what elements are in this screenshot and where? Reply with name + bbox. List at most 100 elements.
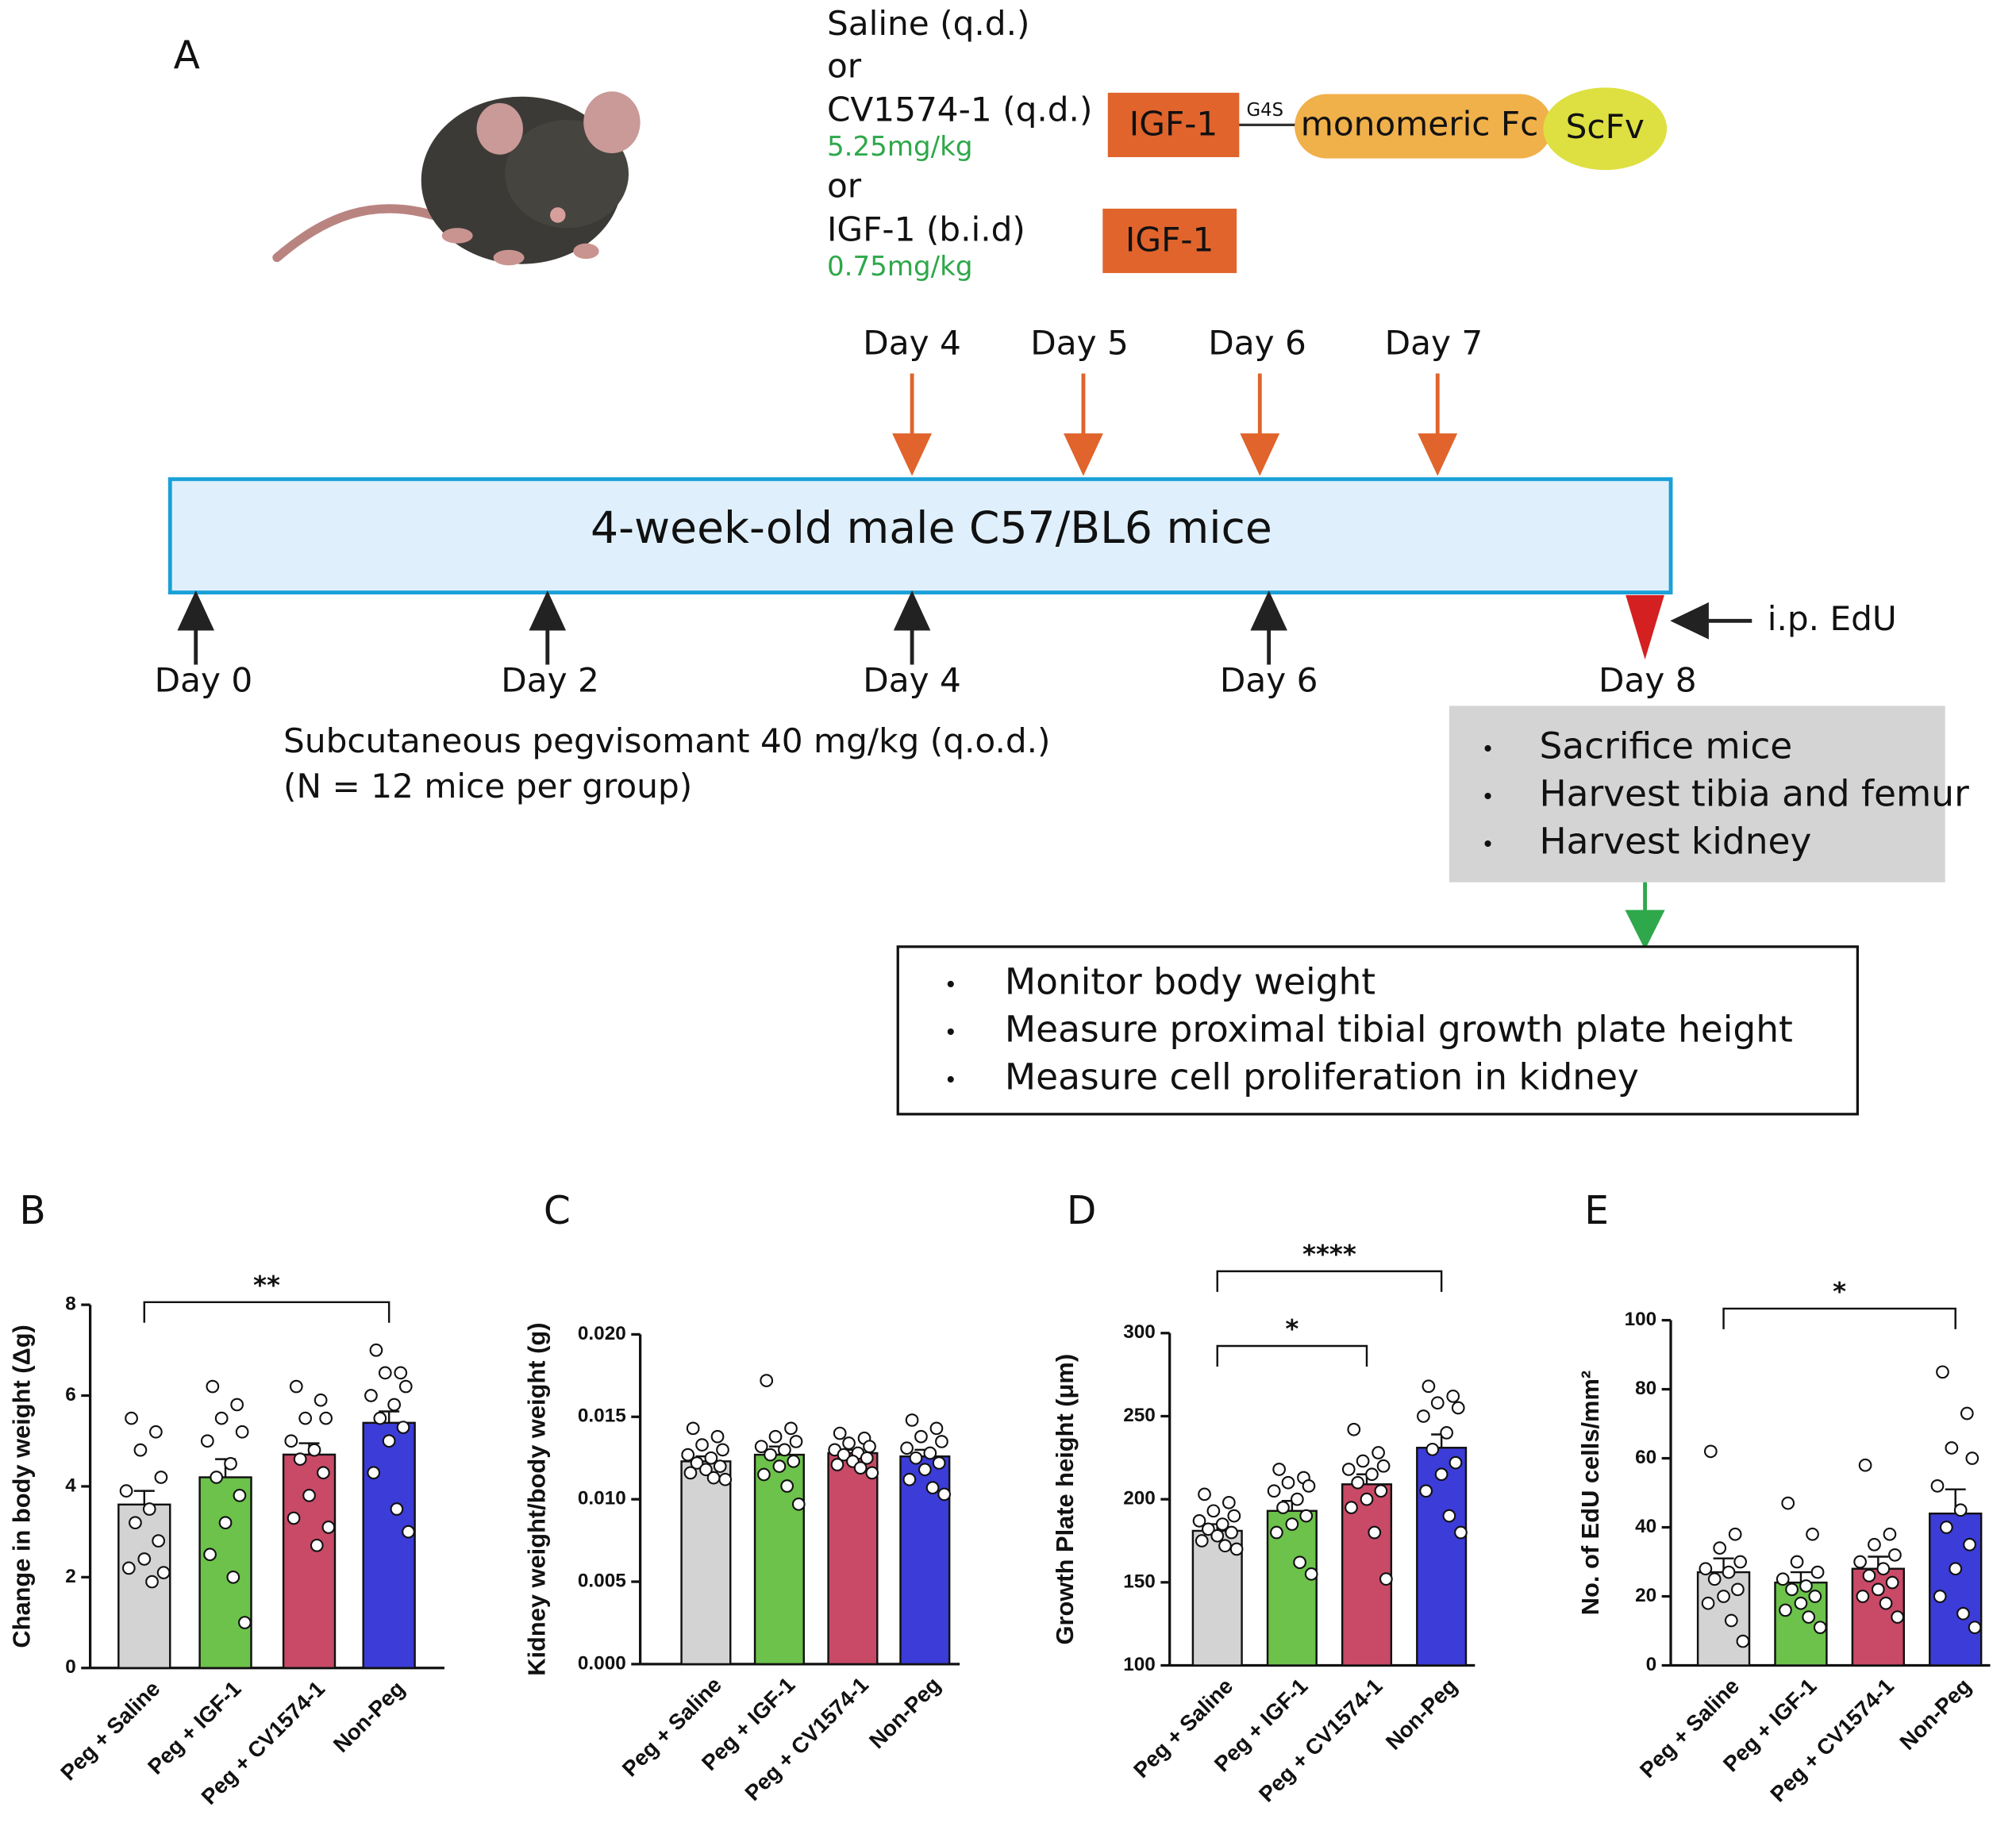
y-tick-label: 0.000 — [578, 1652, 626, 1674]
data-point — [1454, 1525, 1468, 1540]
edu-marker — [1625, 594, 1664, 659]
data-point — [1442, 1509, 1456, 1523]
data-point — [760, 1374, 774, 1387]
data-point — [757, 1467, 771, 1482]
data-point — [317, 1466, 330, 1480]
data-point — [373, 1411, 387, 1425]
dosing-day: Day 4 — [863, 323, 961, 362]
y-axis-label: Growth Plate height (μm) — [1051, 1354, 1079, 1645]
igf-label: IGF-1 — [1125, 221, 1214, 260]
data-point — [1425, 1442, 1440, 1456]
y-tick-label: 300 — [1123, 1321, 1156, 1343]
treatment: IGF-1 (b.i.d) — [827, 210, 1025, 249]
data-point — [1699, 1562, 1713, 1576]
y-tick-label: 0.010 — [578, 1488, 626, 1509]
data-point — [1731, 1582, 1745, 1597]
y-tick-label: 200 — [1123, 1488, 1156, 1509]
fc-box — [1295, 94, 1552, 159]
data-point — [1225, 1525, 1238, 1540]
data-point — [214, 1411, 229, 1425]
data-point — [681, 1448, 695, 1462]
x-tick-label: Peg + CV1574-1 — [740, 1672, 873, 1805]
data-point — [1883, 1527, 1897, 1541]
y-tick-label: 100 — [1123, 1654, 1156, 1675]
igf-box — [1107, 92, 1240, 158]
data-point — [925, 1481, 940, 1494]
data-point — [686, 1421, 700, 1436]
data-point — [690, 1456, 704, 1470]
data-point — [1736, 1634, 1750, 1648]
bar — [827, 1452, 879, 1666]
data-point — [145, 1575, 159, 1589]
harvest-step: Harvest tibia and femur — [1539, 773, 1969, 815]
data-point — [137, 1552, 152, 1566]
data-point — [364, 1389, 378, 1402]
data-point — [156, 1566, 171, 1579]
y-tick-label: 0.020 — [578, 1323, 626, 1344]
peg-arrows — [177, 590, 1752, 665]
data-point — [1195, 1534, 1209, 1548]
data-point — [1724, 1613, 1738, 1628]
y-tick-label: 4 — [65, 1475, 76, 1496]
data-point — [396, 1421, 410, 1434]
data-point — [1885, 1575, 1899, 1590]
analysis-step: Measure cell proliferation in kidney — [1005, 1056, 1639, 1098]
data-point — [378, 1366, 392, 1380]
data-point — [1717, 1590, 1730, 1603]
data-point — [716, 1443, 729, 1457]
data-point — [1218, 1539, 1232, 1553]
data-point — [1871, 1582, 1885, 1597]
data-point — [1790, 1555, 1804, 1569]
data-point — [319, 1411, 333, 1425]
fc-label: monomeric Fc — [1301, 105, 1539, 144]
x-tick-label: Non-Peg — [1381, 1674, 1462, 1755]
data-point — [119, 1484, 133, 1498]
significance-label: * — [1833, 1276, 1846, 1306]
data-point — [1856, 1590, 1870, 1603]
panel-label: E — [1584, 1189, 1609, 1233]
data-point — [233, 1489, 247, 1502]
data-point — [905, 1413, 919, 1427]
data-point — [387, 1398, 402, 1412]
data-point — [1198, 1487, 1211, 1502]
data-point — [1810, 1565, 1825, 1579]
peg-note: Subcutaneous pegvisomant 40 mg/kg (q.o.d… — [283, 721, 1050, 760]
data-point — [1449, 1455, 1463, 1470]
data-point — [298, 1411, 313, 1425]
data-point — [1351, 1475, 1364, 1490]
data-point — [1202, 1522, 1215, 1536]
data-point — [1888, 1548, 1902, 1562]
data-point — [1422, 1379, 1436, 1394]
data-point — [784, 1421, 798, 1436]
treatment: CV1574-1 (q.d.) — [827, 90, 1092, 129]
data-point — [310, 1538, 324, 1552]
significance-bracket — [1216, 1270, 1443, 1292]
data-point — [923, 1446, 937, 1460]
data-point — [932, 1456, 946, 1470]
scfv-label: ScFv — [1566, 107, 1645, 146]
dose: 0.75mg/kg — [827, 251, 973, 283]
data-point — [789, 1435, 803, 1448]
data-point — [394, 1366, 408, 1380]
linker-label: G4S — [1247, 100, 1283, 121]
y-tick-label: 150 — [1123, 1571, 1156, 1592]
data-point — [369, 1343, 383, 1357]
data-point — [1276, 1501, 1290, 1514]
data-point — [1701, 1596, 1715, 1610]
peg-day: Day 2 — [501, 661, 599, 700]
peg-day: Day 6 — [1220, 661, 1318, 700]
y-tick-label: 40 — [1635, 1516, 1656, 1537]
data-point — [142, 1502, 156, 1516]
data-point — [683, 1466, 698, 1480]
panel-label: B — [19, 1189, 45, 1233]
mouse-illustration — [272, 91, 641, 266]
x-tick-label: Non-Peg — [329, 1676, 410, 1757]
data-point — [713, 1459, 727, 1473]
data-point — [1781, 1496, 1795, 1510]
data-point — [129, 1516, 142, 1530]
data-point — [1956, 1606, 1970, 1621]
bar — [198, 1476, 252, 1669]
harvest-step: Sacrifice mice — [1539, 725, 1792, 767]
data-point — [284, 1434, 298, 1448]
